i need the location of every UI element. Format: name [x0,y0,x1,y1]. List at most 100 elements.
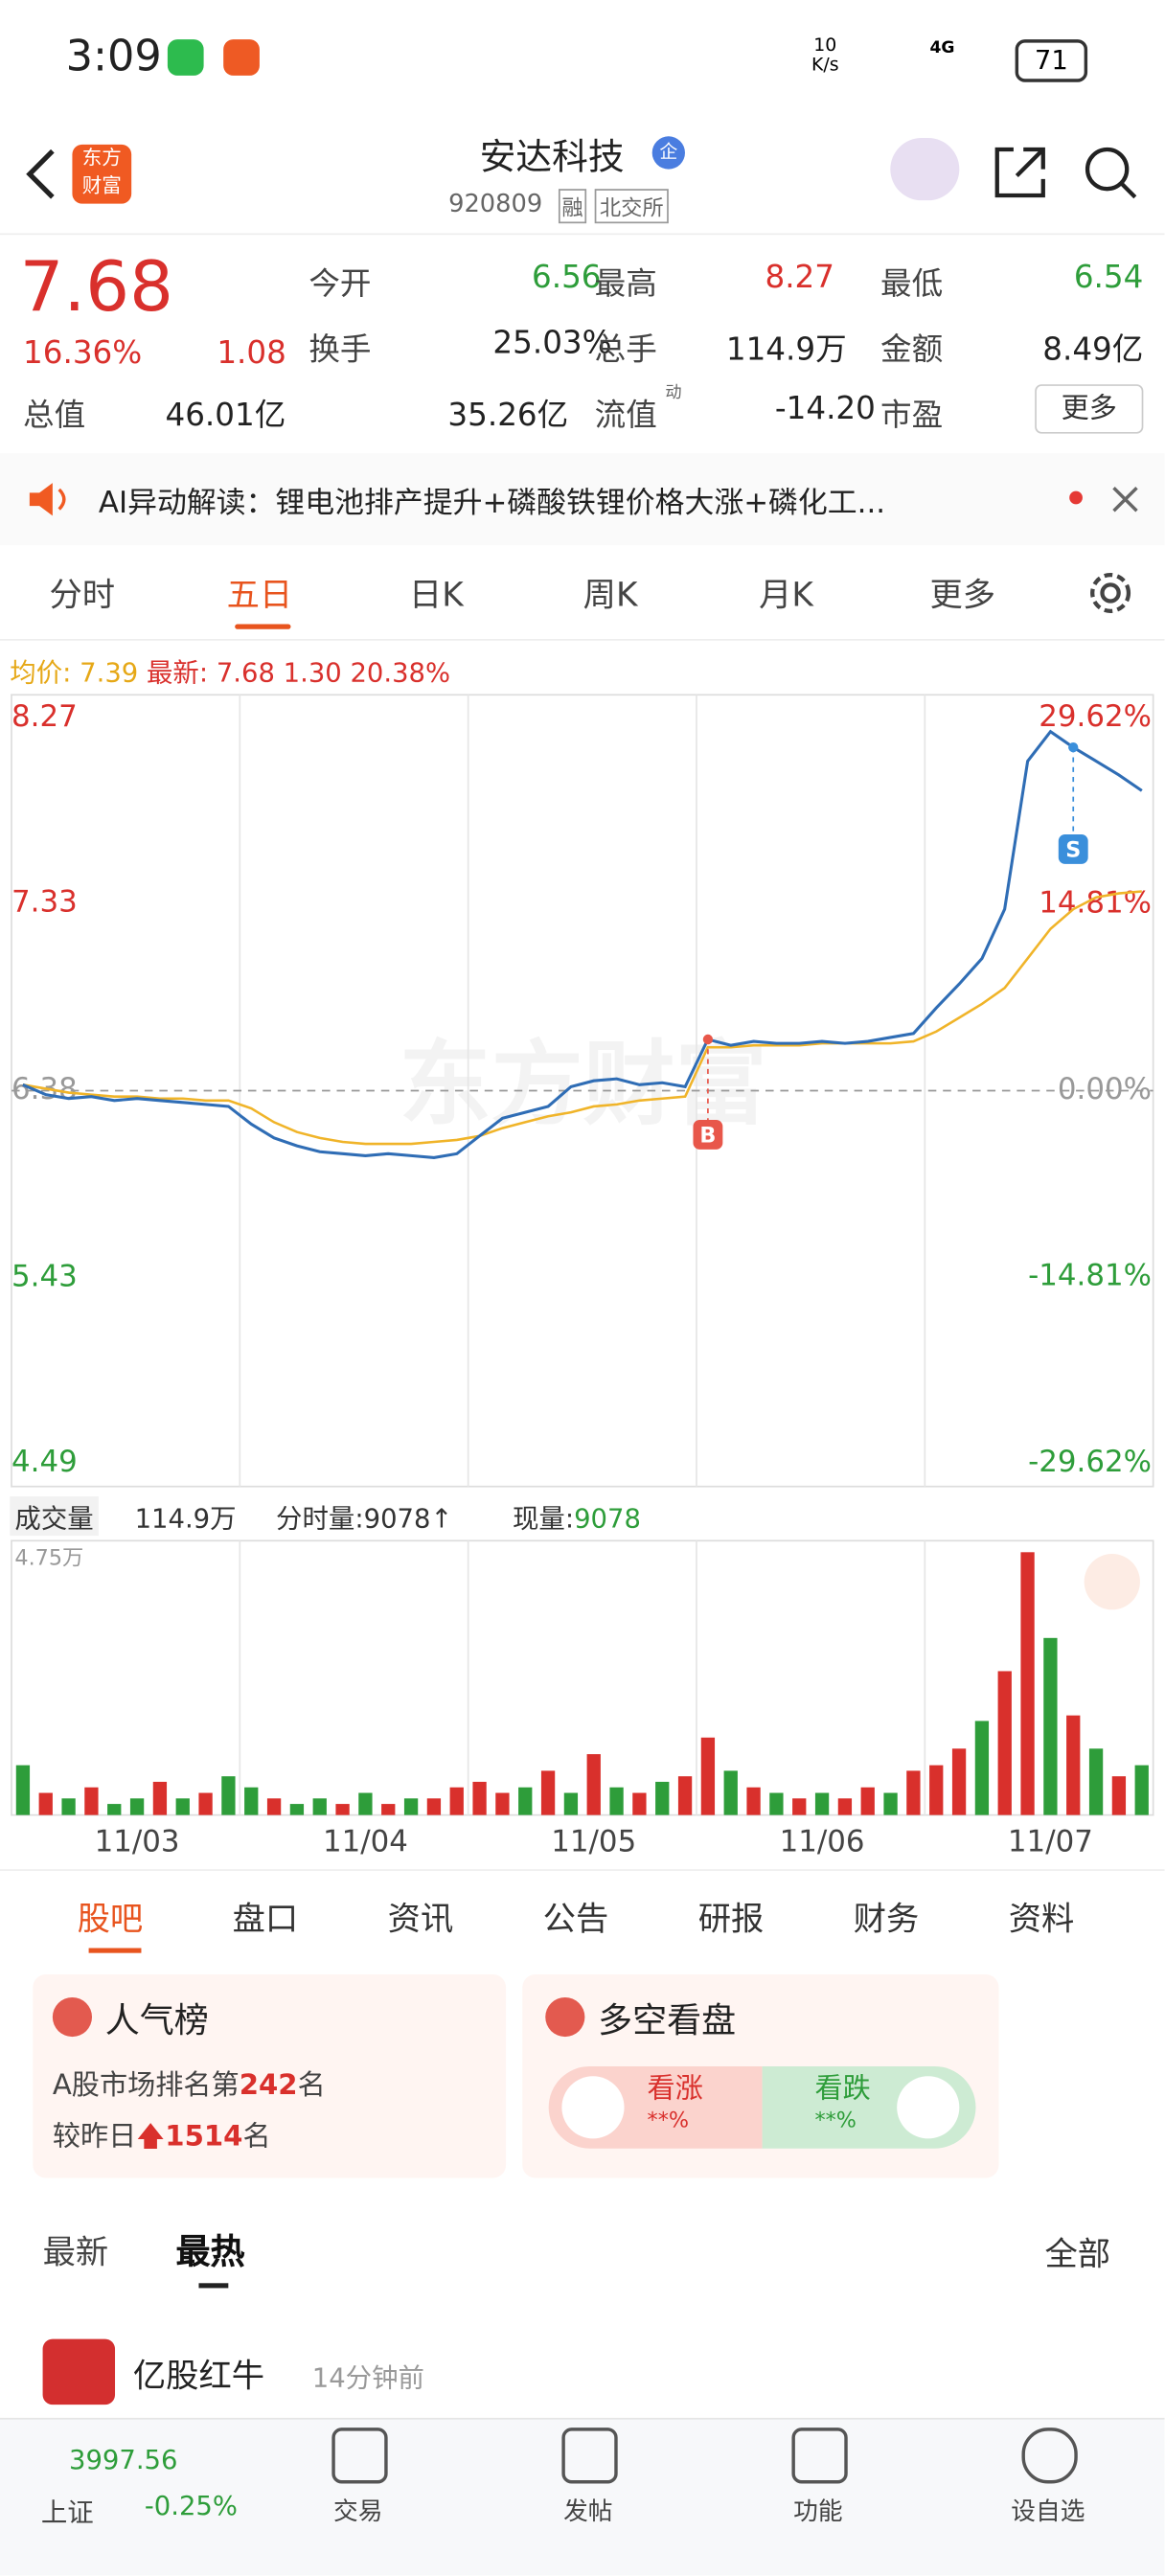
volume-bar [335,1804,350,1815]
volume-bar [403,1798,419,1815]
dot [1069,490,1083,505]
period-tab[interactable]: 周K [582,575,638,615]
speaker-icon [29,483,66,516]
divider [0,1869,1165,1871]
volume-bar [244,1787,259,1815]
latest-label: 最新: [146,656,209,689]
volume-bar [107,1804,122,1815]
ai-text[interactable]: AI异动解读：锂电池排产提升+磷酸铁锂价格大涨+磷化工... [98,486,886,521]
volume-bar [974,1721,990,1815]
period-tab[interactable]: 更多 [929,575,996,615]
tab-indicator [88,1948,142,1953]
ai-bar [0,453,1165,546]
nav-icon[interactable] [331,2428,388,2484]
content-tab[interactable]: 财务 [853,1899,920,1939]
period-tab[interactable]: 分时 [49,575,116,615]
volume-label[interactable]: 成交量 [10,1496,99,1537]
volume-bar [997,1671,1012,1815]
index-change: -0.25% [144,2490,238,2521]
field-value: 8.49亿 [1042,331,1144,369]
period-tab[interactable]: 五日 [226,575,293,615]
volume-bar [266,1798,282,1815]
x-tick-label: 11/06 [780,1824,865,1858]
volume-bar [61,1798,76,1815]
change: 1514 [165,2120,243,2154]
assistant-icon[interactable] [890,138,960,201]
change-pct: 20.38% [350,656,451,689]
avatar [42,2338,116,2405]
volume-bar [837,1798,853,1815]
volume-bar [1088,1748,1104,1815]
pre: 较昨日 [52,2120,137,2154]
volume-bar [198,1792,213,1815]
period-tab[interactable]: 日K [408,575,464,615]
volume-bar [358,1792,373,1815]
period-tab[interactable]: 月K [759,575,813,615]
volume-bar [609,1787,624,1815]
volume-bar [1020,1552,1035,1815]
nav-label[interactable]: 交易 [333,2496,383,2527]
x-tick-label: 11/05 [551,1824,636,1858]
feed-tab[interactable]: 最新 [42,2232,109,2272]
content-tab[interactable]: 资讯 [387,1899,454,1939]
tab-indicator [235,624,291,629]
content-tab[interactable]: 公告 [542,1899,609,1939]
now-volume: 现量:9078 [513,1496,641,1536]
nav-icon[interactable] [1021,2428,1078,2484]
marker-label: S [1065,838,1081,863]
unit: K/s [811,54,839,76]
volume-tick-label: 4.75万 [14,1546,83,1571]
change: 1.08 [217,334,286,372]
change: 1.30 [283,656,342,689]
nav-icon[interactable] [561,2428,618,2484]
nav-icon[interactable] [791,2428,848,2484]
price: 7.68 [19,246,173,328]
filter[interactable]: 全部 [1044,2233,1111,2274]
nav-label[interactable]: 功能 [793,2496,843,2527]
share-button[interactable] [991,143,1050,202]
rank-icon [52,1996,93,2038]
bear: 看跌 **% [814,2073,870,2139]
clock: 3:09 [65,33,162,82]
arrow: 🡅 [136,2120,166,2154]
pre: A股市场排名第 [52,2069,240,2103]
volume-bar [1134,1765,1149,1815]
chart-legend: 均价: 7.39 最新: 7.68 1.30 20.38% [10,650,450,690]
search-button[interactable] [1081,143,1140,202]
field-label: 最高 [594,265,657,303]
divider [0,233,1165,236]
close-button[interactable] [1108,483,1141,515]
content-tab[interactable]: 盘口 [232,1899,299,1939]
nav-label[interactable]: 设自选 [1011,2496,1085,2527]
feed-tab[interactable]: 最热 [175,2232,245,2272]
minute-volume: 分时量:9078↑ [276,1496,452,1536]
author: 亿股红牛 [132,2355,265,2395]
volume-bar [746,1787,761,1815]
content-tab[interactable]: 研报 [697,1899,765,1939]
rank-card[interactable] [33,1973,507,2178]
y2-tick-label: 29.62% [1039,699,1152,734]
more-button[interactable]: 更多 [1035,384,1144,434]
value: 9078 [574,1502,641,1535]
y2-tick-label: -29.62% [1028,1445,1152,1479]
label: 现量: [512,1502,575,1535]
volume-bar [175,1798,190,1815]
back-button[interactable] [16,145,65,204]
volume-bar [381,1804,396,1815]
index-value: 3997.56 [69,2444,178,2475]
field-label: 最低 [880,265,944,303]
volume-bar [563,1792,579,1815]
content-tab[interactable]: 资料 [1008,1899,1075,1939]
settings-button[interactable] [1085,567,1137,620]
expand-button[interactable] [1084,1554,1140,1610]
nav-label[interactable]: 发帖 [563,2496,613,2527]
bottom-nav [0,2417,1165,2576]
y-tick-label: 4.49 [11,1445,78,1479]
content-tab[interactable]: 股吧 [77,1899,144,1939]
price-line [22,729,1143,1160]
volume-bar [1111,1776,1127,1815]
speed: 10 [813,34,837,57]
y-tick-label: 8.27 [11,699,78,734]
field-value: -14.20 [774,391,876,427]
